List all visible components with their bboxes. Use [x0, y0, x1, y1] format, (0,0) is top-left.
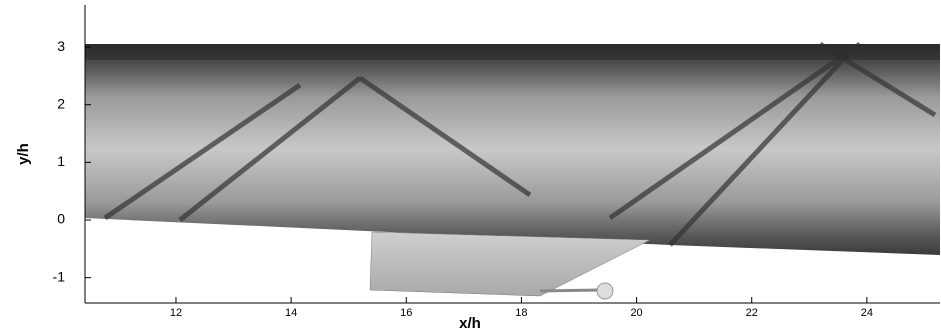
y-tick-label: 3 — [57, 38, 65, 54]
x-tick-label: 20 — [630, 307, 642, 319]
y-tick-label: 0 — [57, 211, 65, 227]
y-axis-label: y/h — [15, 143, 32, 165]
y-tick-label: -1 — [53, 268, 66, 284]
y-tick-label: 1 — [57, 153, 65, 169]
x-tick-label: 18 — [515, 307, 527, 319]
axes — [84, 5, 940, 304]
x-tick-label: 16 — [400, 307, 412, 319]
y-tick-label: 2 — [57, 95, 65, 111]
contour-field — [85, 41, 940, 300]
x-axis-label: x/h — [459, 315, 481, 332]
x-tick-label: 12 — [170, 307, 182, 319]
x-tick-label: 24 — [861, 307, 873, 319]
x-tick-label: 14 — [285, 307, 297, 319]
x-tick-label: 22 — [746, 307, 758, 319]
